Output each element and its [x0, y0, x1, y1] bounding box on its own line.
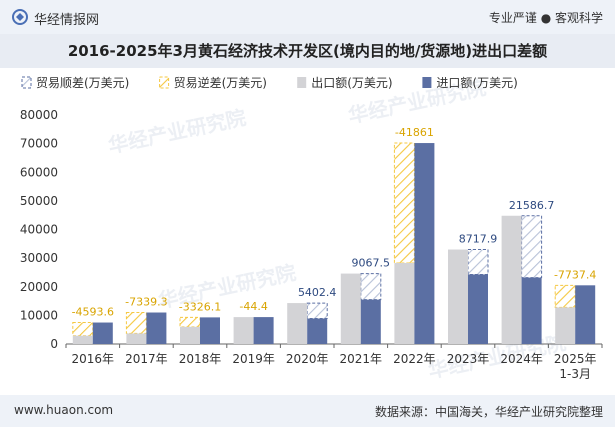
export-bar: [340, 273, 361, 344]
deficit-bar: [125, 312, 147, 334]
import-bar: [414, 143, 435, 344]
import-bar: [360, 299, 381, 344]
surplus-bar: [306, 302, 328, 320]
deficit-bar: [393, 142, 415, 264]
balance-data-label: -41861: [395, 126, 434, 139]
export-bar: [287, 303, 308, 344]
deficit-bar: [72, 322, 94, 337]
x-tick-label: 2019年: [232, 352, 275, 366]
balance-data-label: -7737.4: [554, 268, 596, 281]
legend-import-label: 进口额(万美元): [436, 76, 517, 90]
legend-export-label: 出口额(万美元): [311, 76, 392, 90]
balance-data-label: 9067.5: [352, 257, 391, 270]
import-bar: [468, 274, 488, 344]
import-bar: [146, 312, 167, 344]
x-tick-label: 2022年: [393, 352, 436, 366]
watermark-text: 华经产业研究院: [156, 260, 298, 313]
legend-surplus: 贸易顺差(万美元): [21, 76, 129, 90]
balance-data-label: -3326.1: [179, 300, 221, 313]
tagline: 专业严谨 ● 客观科学: [488, 11, 603, 25]
balance-data-label: 5402.4: [298, 286, 337, 299]
footer-bar: www.huaon.com 数据来源：中国海关，华经产业研究院整理: [0, 395, 615, 427]
export-bar: [448, 249, 468, 344]
x-tick-label: 2024年: [500, 352, 543, 366]
import-bar: [307, 318, 328, 344]
watermark-text: 华经产业研究院: [106, 105, 248, 158]
legend-surplus-label: 贸易顺差(万美元): [36, 76, 129, 90]
import-bar: [200, 317, 220, 344]
legend-deficit-label: 贸易逆差(万美元): [174, 75, 267, 90]
legend-import-swatch: [422, 77, 432, 88]
export-bar: [72, 335, 93, 344]
y-tick-label: 10000: [20, 308, 58, 322]
import-bar: [521, 277, 542, 344]
export-bar: [233, 317, 254, 344]
legend-deficit-swatch: [159, 76, 170, 89]
legend-export-swatch: [297, 77, 307, 88]
deficit-bar: [179, 316, 201, 328]
x-tick-label: 2018年: [179, 352, 222, 366]
import-bar: [92, 322, 113, 344]
website-url[interactable]: www.huaon.com: [14, 403, 114, 417]
export-bar: [555, 307, 576, 344]
legend-deficit: 贸易逆差(万美元): [159, 75, 267, 90]
top-bar: 华经情报网 专业严谨 ● 客观科学: [0, 0, 615, 34]
balance-data-label: -7339.3: [125, 296, 167, 309]
export-bar: [126, 333, 147, 344]
x-tick-label: 2016年: [72, 352, 115, 366]
surplus-bar: [467, 249, 489, 275]
legend-import: 进口额(万美元): [422, 76, 518, 90]
surplus-bar: [360, 273, 382, 301]
balance-data-label: -4593.6: [72, 306, 114, 319]
y-tick-label: 60000: [20, 165, 58, 179]
export-bar: [180, 326, 200, 344]
balance-data-label: -44.4: [239, 300, 267, 313]
y-tick-label: 20000: [20, 280, 58, 294]
y-tick-label: 40000: [20, 223, 58, 237]
chart-title: 2016-2025年3月黄石经济技术开发区(境内目的地/货源地)进出口差额: [0, 34, 615, 68]
import-bar: [575, 285, 596, 344]
huajing-logo-icon: [12, 9, 28, 25]
brand-name: 华经情报网: [34, 13, 100, 28]
x-tick-label: 2017年: [125, 352, 168, 366]
x-tick-label: 2025年: [554, 352, 597, 366]
y-tick-label: 50000: [20, 194, 58, 208]
export-bar: [501, 215, 522, 344]
y-tick-label: 80000: [20, 108, 58, 122]
balance-data-label: 21586.7: [509, 199, 555, 212]
legend-surplus-swatch: [21, 76, 32, 89]
legend-export: 出口额(万美元): [297, 76, 393, 90]
x-tick-label: 2023年: [447, 352, 490, 366]
x-tick-label: 2021年: [340, 352, 383, 366]
y-tick-label: 0: [50, 337, 58, 351]
y-tick-label: 30000: [20, 251, 58, 265]
deficit-bar: [554, 284, 576, 308]
import-bar: [253, 317, 274, 344]
x-tick-label: 2020年: [286, 352, 329, 366]
surplus-bar: [521, 215, 543, 279]
y-tick-label: 70000: [20, 137, 58, 151]
data-source: 数据来源：中国海关，华经产业研究院整理: [374, 405, 603, 419]
balance-data-label: 8717.9: [459, 233, 498, 246]
x-tick-label: 1-3月: [559, 367, 591, 381]
export-bar: [394, 262, 415, 344]
